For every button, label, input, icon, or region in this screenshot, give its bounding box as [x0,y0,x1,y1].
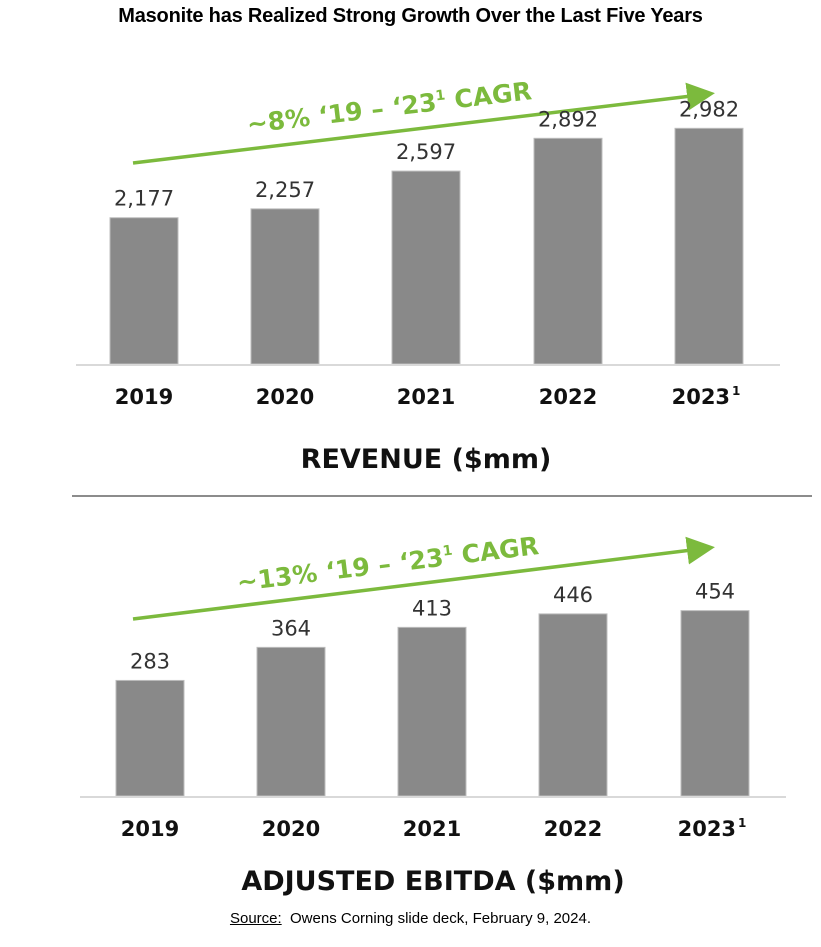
bar-2022 [533,137,603,365]
value-label: 2,892 [538,107,598,131]
source-label: Source: [229,910,282,927]
category-label: 2019 [121,817,179,841]
bar-2020 [250,208,320,365]
value-label: 2,257 [255,178,315,202]
category-label: 2022 [539,385,597,409]
page-title: Masonite has Realized Strong Growth Over… [118,5,703,27]
source-note: Source: Owens Corning slide deck, Februa… [0,910,821,927]
value-label: 2,177 [114,187,174,211]
bar-2019 [115,679,185,797]
cagr-arrow [132,82,715,165]
value-label: 413 [412,596,452,620]
bar-2021 [397,626,467,797]
category-label: 2023 1 [678,816,747,841]
footnote-marker: 1 [738,816,746,830]
value-label: 364 [271,616,311,640]
cagr-arrow [132,536,715,621]
chart-title: ADJUSTED EBITDA ($mm) [241,866,624,897]
bar-2023 [674,127,744,365]
bar-2020 [256,646,326,797]
value-label: 446 [553,583,593,607]
category-label: 2020 [262,817,320,841]
category-label: 2023 1 [672,384,741,409]
category-label: 2020 [256,385,314,409]
bar-2022 [538,613,608,797]
value-label: 2,597 [396,140,456,164]
chart-title: REVENUE ($mm) [301,444,552,475]
bar-2019 [109,217,179,365]
bar-2023 [680,610,750,797]
footnote-marker: 1 [732,384,740,398]
value-label: 283 [130,649,170,673]
value-label: 454 [695,580,735,604]
category-label: 2022 [544,817,602,841]
category-label: 2021 [403,817,461,841]
bar-2021 [391,170,461,365]
cagr-annotation: ~8% ‘19 – ‘231 CAGR [245,76,533,139]
category-label: 2021 [397,385,455,409]
value-label: 2,982 [679,97,739,121]
source-text: Owens Corning slide deck, February 9, 20… [290,910,592,927]
category-label: 2019 [115,385,173,409]
revenue-chart: ~8% ‘19 – ‘231 CAGR 2,177 2,257 2,597 2,892… [76,76,780,475]
